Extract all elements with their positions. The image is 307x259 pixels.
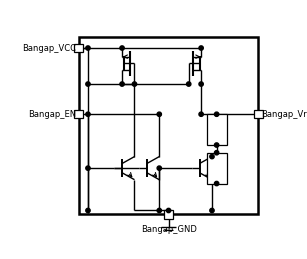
Circle shape	[86, 112, 90, 116]
Circle shape	[132, 82, 137, 86]
Circle shape	[210, 154, 214, 159]
Bar	[79, 37, 258, 214]
Circle shape	[215, 112, 219, 116]
Text: Bangap_VCC: Bangap_VCC	[22, 44, 76, 53]
Bar	[207, 114, 227, 145]
Circle shape	[157, 208, 161, 213]
Text: Bangap_GND: Bangap_GND	[141, 225, 196, 234]
Circle shape	[215, 143, 219, 147]
Circle shape	[86, 208, 90, 213]
Bar	[254, 110, 263, 118]
Text: Bangap_Vref: Bangap_Vref	[261, 110, 307, 119]
Circle shape	[157, 166, 161, 170]
Circle shape	[199, 82, 203, 86]
Bar	[74, 110, 83, 118]
Circle shape	[157, 112, 161, 116]
Circle shape	[215, 181, 219, 186]
Circle shape	[120, 82, 124, 86]
Circle shape	[210, 208, 214, 213]
Circle shape	[86, 46, 90, 50]
Bar	[207, 153, 227, 184]
Circle shape	[199, 46, 203, 50]
Circle shape	[187, 82, 191, 86]
Text: Bangap_EN: Bangap_EN	[28, 110, 76, 119]
Circle shape	[120, 46, 124, 50]
Circle shape	[199, 112, 203, 116]
Circle shape	[86, 166, 90, 170]
Circle shape	[215, 150, 219, 155]
Circle shape	[86, 82, 90, 86]
Bar	[74, 44, 83, 52]
Bar	[164, 210, 173, 219]
Circle shape	[166, 208, 171, 213]
